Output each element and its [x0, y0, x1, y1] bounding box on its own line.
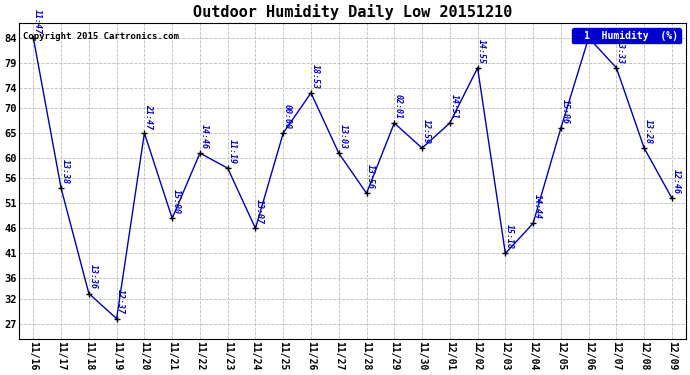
- Text: 12:46: 12:46: [671, 169, 680, 194]
- Legend: 1  Humidity  (%): 1 Humidity (%): [573, 28, 681, 44]
- Text: 13:56: 13:56: [366, 164, 375, 189]
- Text: 13:28: 13:28: [644, 119, 653, 144]
- Text: 21:47: 21:47: [144, 104, 153, 129]
- Text: 13:36: 13:36: [88, 264, 97, 290]
- Text: 14:44: 14:44: [533, 194, 542, 219]
- Text: 11:47: 11:47: [33, 9, 42, 34]
- Text: 13:03: 13:03: [338, 124, 348, 149]
- Text: 12:37: 12:37: [117, 290, 126, 315]
- Text: 14:46: 14:46: [199, 124, 208, 149]
- Text: 14:55: 14:55: [477, 39, 486, 64]
- Text: 14:51: 14:51: [449, 94, 458, 119]
- Text: 15:00: 15:00: [172, 189, 181, 214]
- Text: 13:07: 13:07: [255, 199, 264, 224]
- Text: 13:38: 13:38: [61, 159, 70, 184]
- Text: 18:53: 18:53: [310, 64, 319, 89]
- Text: 15:06: 15:06: [560, 99, 569, 124]
- Text: 13:33: 13:33: [616, 39, 625, 64]
- Text: 00:00: 00:00: [283, 104, 292, 129]
- Text: Copyright 2015 Cartronics.com: Copyright 2015 Cartronics.com: [23, 32, 179, 41]
- Text: 1: 1: [589, 28, 598, 34]
- Text: 02:01: 02:01: [394, 94, 403, 119]
- Title: Outdoor Humidity Daily Low 20151210: Outdoor Humidity Daily Low 20151210: [193, 4, 513, 20]
- Text: 12:59: 12:59: [422, 119, 431, 144]
- Text: 11:19: 11:19: [228, 139, 237, 164]
- Text: 15:18: 15:18: [505, 224, 514, 249]
